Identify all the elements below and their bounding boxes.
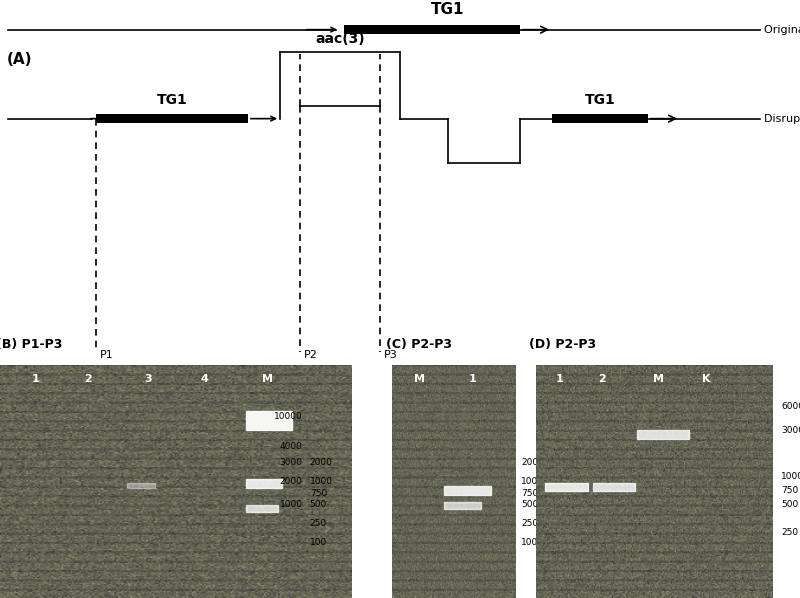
Text: aac(3): aac(3): [315, 32, 365, 47]
Text: 4: 4: [200, 374, 208, 384]
Text: M: M: [262, 374, 273, 384]
Text: 750: 750: [782, 486, 798, 495]
Text: (B) P1-P3: (B) P1-P3: [0, 338, 63, 351]
Text: 2: 2: [598, 374, 606, 384]
Text: P2: P2: [304, 350, 318, 359]
Text: 500: 500: [782, 500, 798, 509]
Text: 1000: 1000: [521, 477, 544, 486]
Text: 2000: 2000: [310, 458, 333, 467]
Text: 3: 3: [144, 374, 152, 384]
Text: 250: 250: [310, 519, 327, 528]
Bar: [546, 483, 588, 491]
Text: 250: 250: [782, 528, 798, 537]
Bar: [96, 114, 248, 123]
Text: 2000: 2000: [521, 458, 544, 467]
Bar: [344, 25, 520, 35]
Text: 500: 500: [521, 500, 538, 509]
Text: M: M: [414, 374, 425, 384]
Text: K: K: [702, 374, 710, 384]
Text: 10000: 10000: [274, 411, 302, 420]
Text: 3000: 3000: [280, 458, 302, 467]
Text: 2: 2: [84, 374, 92, 384]
Bar: [638, 430, 690, 440]
Text: 3000: 3000: [782, 426, 800, 435]
Bar: [126, 483, 155, 489]
Bar: [246, 411, 292, 430]
Text: Original DNA: Original DNA: [764, 25, 800, 35]
Text: 1000: 1000: [280, 500, 302, 509]
Text: 2000: 2000: [280, 477, 302, 486]
Text: 1: 1: [31, 374, 39, 384]
Bar: [593, 483, 635, 491]
Text: TG1: TG1: [157, 93, 187, 107]
Text: M: M: [654, 374, 664, 384]
Bar: [246, 505, 278, 512]
Text: P3: P3: [384, 350, 398, 359]
Text: 100: 100: [310, 538, 327, 547]
Text: Disruptant's DNA: Disruptant's DNA: [764, 114, 800, 124]
Text: 6000: 6000: [782, 402, 800, 411]
Text: 750: 750: [310, 489, 327, 498]
Text: 1: 1: [556, 374, 563, 384]
Text: (D) P2-P3: (D) P2-P3: [529, 338, 596, 351]
Text: P1: P1: [100, 350, 114, 359]
Bar: [552, 114, 648, 123]
Text: (A): (A): [6, 52, 32, 67]
Text: 1000: 1000: [782, 472, 800, 481]
Text: 1: 1: [469, 374, 477, 384]
Text: TG1: TG1: [585, 93, 615, 107]
Text: 100: 100: [521, 538, 538, 547]
Text: 4000: 4000: [280, 442, 302, 451]
Text: 750: 750: [521, 489, 538, 498]
Bar: [246, 479, 282, 489]
Bar: [444, 486, 491, 495]
Text: 250: 250: [521, 519, 538, 528]
Bar: [444, 502, 482, 509]
Text: (C) P2-P3: (C) P2-P3: [386, 338, 452, 351]
Text: 500: 500: [310, 500, 327, 509]
Text: TG1: TG1: [431, 2, 465, 17]
Text: 1000: 1000: [310, 477, 333, 486]
